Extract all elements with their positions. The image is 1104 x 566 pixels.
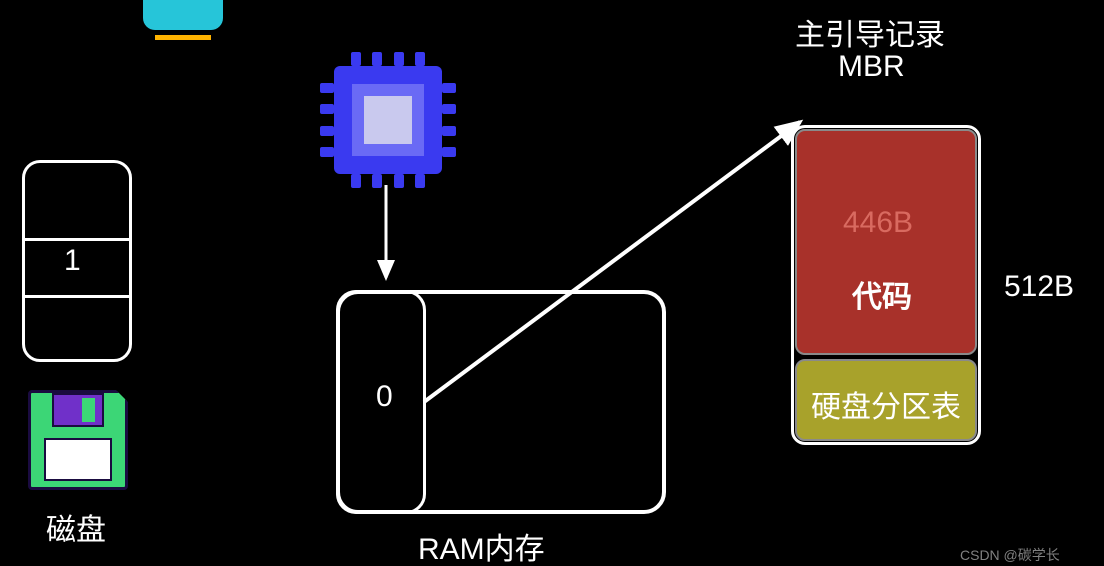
mbr-partition-label: 硬盘分区表	[811, 382, 961, 426]
mbr-total-size-label: 512B	[1004, 270, 1074, 304]
mbr-code-section	[795, 129, 977, 355]
arrow-ram-to-mbr	[424, 122, 800, 402]
watermark: CSDN @碳学长	[960, 545, 1060, 565]
mbr-code-label: 代码	[852, 272, 912, 316]
mbr-title-en: MBR	[838, 50, 905, 84]
mbr-code-size-label: 446B	[843, 206, 913, 240]
mbr-title-cn: 主引导记录	[795, 10, 945, 54]
